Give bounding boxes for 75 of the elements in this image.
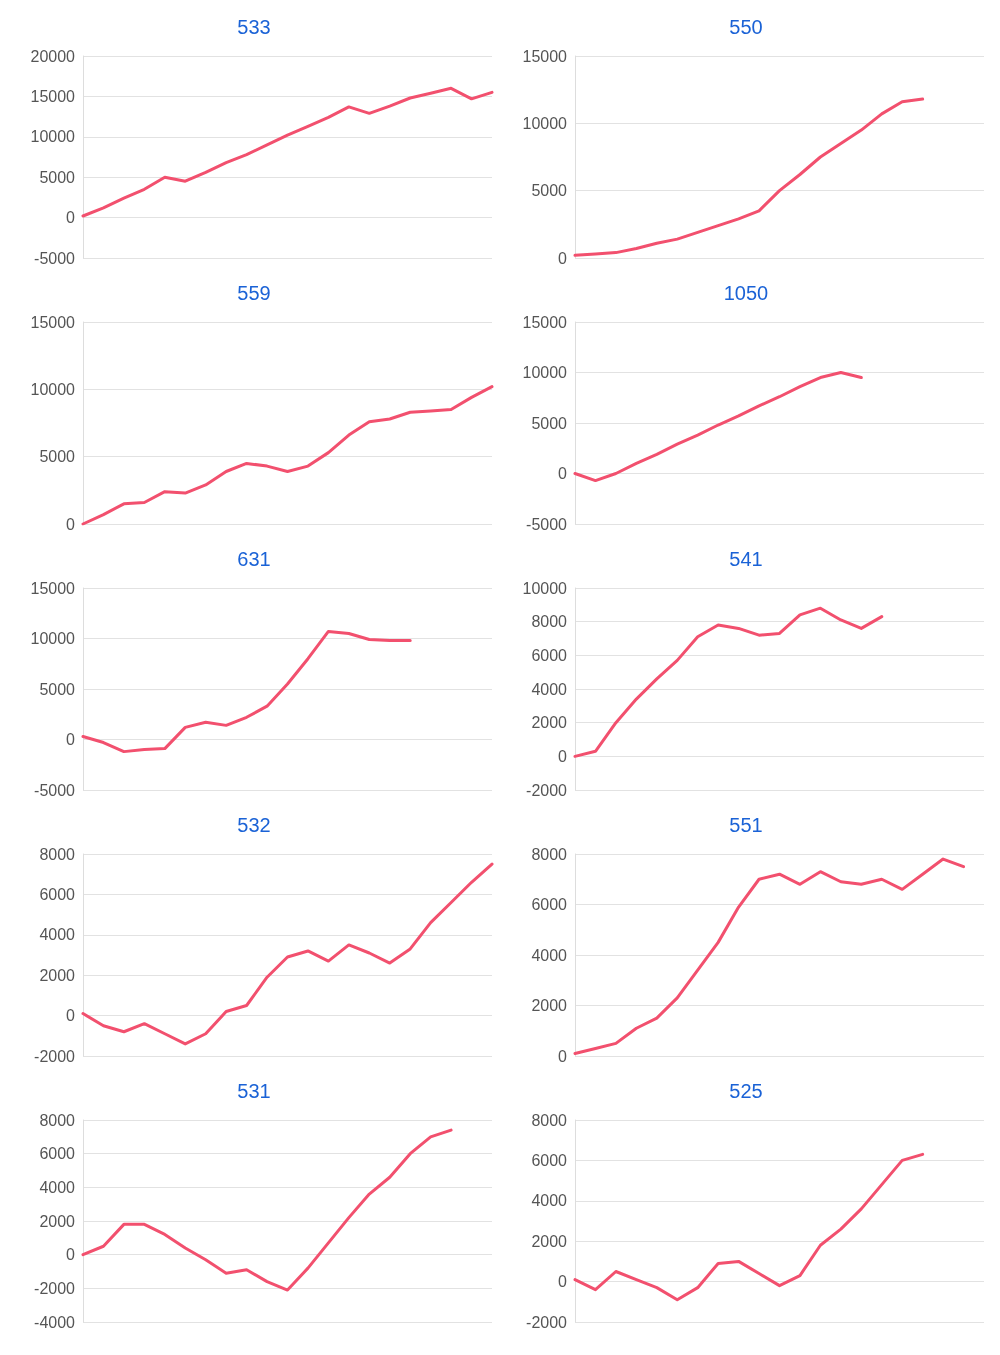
y-tick-label: 6000 — [531, 1151, 568, 1169]
y-tick-label: 10000 — [522, 579, 568, 597]
chart-title: 550 — [729, 16, 763, 38]
y-tick-label: 4000 — [531, 946, 568, 964]
chart-title: 541 — [729, 548, 763, 570]
y-tick-label: 15000 — [30, 313, 76, 331]
y-tick-label: 2000 — [39, 966, 76, 984]
y-tick-label: 0 — [558, 249, 568, 267]
line-series — [573, 1152, 925, 1302]
y-tick-label: 8000 — [531, 1111, 568, 1129]
y-tick-label: 4000 — [531, 680, 568, 698]
line-series — [573, 857, 966, 1055]
line-series — [81, 1128, 453, 1292]
y-tick-label: 6000 — [531, 896, 568, 913]
y-tick-label: -2000 — [34, 1047, 76, 1065]
y-tick-label: -2000 — [526, 781, 568, 799]
y-tick-label: 0 — [66, 731, 76, 748]
y-tick-label: 5000 — [39, 448, 76, 466]
y-tick-label: 10000 — [522, 364, 568, 381]
y-tick-label: 10000 — [30, 630, 76, 647]
y-tick-label: 0 — [558, 465, 568, 482]
y-tick-label: 15000 — [522, 47, 568, 65]
y-tick-label: 4000 — [39, 1178, 76, 1196]
y-tick-label: 8000 — [39, 1111, 76, 1129]
line-series — [573, 371, 863, 483]
y-tick-label: 0 — [558, 1047, 568, 1065]
y-tick-label: -2000 — [34, 1279, 76, 1297]
y-tick-label: 0 — [66, 1246, 76, 1264]
chart-title: 551 — [729, 814, 763, 836]
chart-title: 531 — [237, 1080, 271, 1102]
y-tick-label: 5000 — [531, 182, 568, 200]
y-tick-label: 8000 — [531, 613, 568, 631]
y-tick-label: 6000 — [531, 646, 568, 664]
y-tick-label: 10000 — [522, 114, 568, 132]
y-tick-label: 6000 — [39, 1145, 76, 1163]
y-tick-label: 15000 — [30, 87, 76, 105]
line-series — [573, 606, 884, 758]
y-tick-label: 5000 — [531, 414, 568, 432]
y-tick-label: 0 — [66, 515, 76, 533]
y-tick-label: 0 — [558, 1273, 568, 1291]
y-tick-label: 6000 — [39, 885, 76, 903]
line-series — [81, 862, 494, 1046]
y-tick-label: 2000 — [531, 714, 568, 732]
line-series — [81, 629, 412, 754]
chart-title: 1050 — [723, 282, 769, 304]
y-tick-label: -4000 — [34, 1313, 76, 1331]
y-tick-label: 2000 — [39, 1212, 76, 1230]
line-series — [81, 86, 494, 218]
y-tick-label: 0 — [558, 747, 568, 765]
y-tick-label: 20000 — [30, 47, 76, 65]
chart-title: 525 — [729, 1080, 763, 1102]
y-tick-label: 10000 — [30, 380, 76, 398]
y-tick-label: 10000 — [30, 128, 76, 146]
y-tick-label: 5000 — [39, 168, 76, 186]
y-tick-label: -5000 — [526, 515, 568, 533]
y-tick-label: 2000 — [531, 1232, 568, 1250]
chart-title: 559 — [237, 282, 271, 304]
y-tick-label: 0 — [66, 209, 76, 227]
chart-title: 533 — [237, 16, 271, 38]
y-tick-label: 4000 — [531, 1192, 568, 1210]
y-tick-label: 15000 — [30, 579, 76, 597]
line-series — [573, 97, 925, 257]
y-tick-label: 2000 — [531, 997, 568, 1014]
y-tick-label: 8000 — [39, 845, 76, 863]
y-tick-label: 0 — [66, 1007, 76, 1025]
y-tick-label: -2000 — [526, 1313, 568, 1331]
y-tick-label: 5000 — [39, 680, 76, 698]
y-tick-label: 15000 — [522, 313, 568, 331]
line-series — [81, 385, 494, 526]
chart-title: 532 — [237, 814, 271, 836]
chart-title: 631 — [237, 548, 271, 570]
y-tick-label: 8000 — [531, 845, 568, 863]
y-tick-label: -5000 — [34, 249, 76, 267]
y-tick-label: 4000 — [39, 926, 76, 944]
y-tick-label: -5000 — [34, 781, 76, 799]
